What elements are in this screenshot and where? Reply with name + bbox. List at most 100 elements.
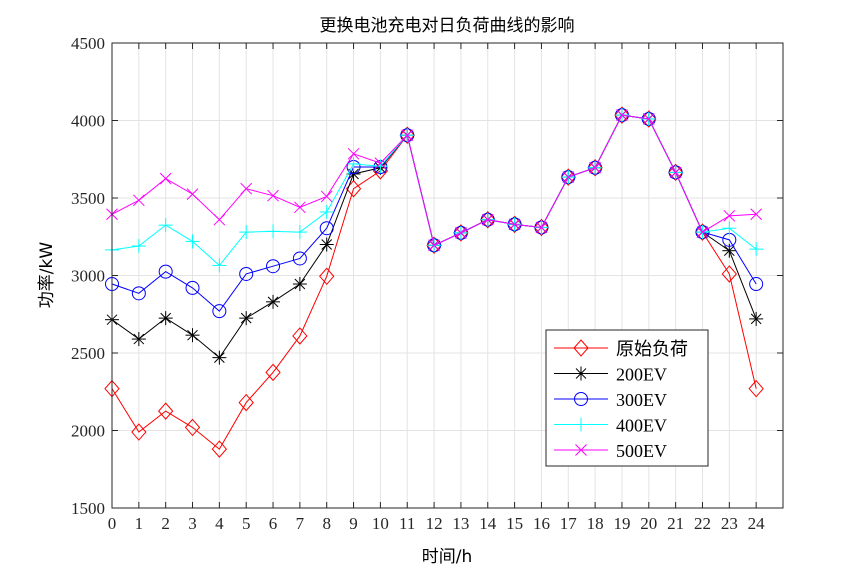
y-tick-label: 2000 [71, 422, 105, 441]
data-point [319, 221, 334, 236]
y-tick-label: 4000 [71, 112, 105, 131]
data-point [455, 227, 467, 239]
data-point [292, 327, 308, 345]
y-tick-label: 3500 [71, 189, 105, 208]
x-tick-label: 5 [242, 514, 251, 533]
data-point [292, 251, 307, 266]
data-point [239, 311, 254, 326]
x-tick-label: 1 [135, 514, 144, 533]
x-tick-label: 17 [560, 514, 578, 533]
legend-marker [574, 366, 588, 381]
legend-marker [573, 339, 589, 357]
data-point [722, 221, 737, 236]
x-tick-label: 9 [349, 514, 358, 533]
x-tick-label: 8 [322, 514, 331, 533]
data-point [669, 166, 682, 179]
data-point [589, 161, 601, 174]
y-tick-label: 4500 [71, 34, 105, 53]
legend-label: 300EV [616, 390, 667, 410]
data-point [158, 402, 174, 420]
x-tick-label: 15 [506, 514, 523, 533]
data-point [614, 106, 630, 124]
data-point [292, 225, 307, 240]
data-point [266, 259, 281, 274]
x-tick-label: 13 [452, 514, 469, 533]
x-tick-label: 19 [613, 514, 630, 533]
data-point [211, 440, 228, 458]
y-tick-label: 3000 [71, 267, 105, 286]
data-point [667, 163, 684, 182]
data-point [723, 209, 736, 222]
y-tick-label: 2500 [71, 344, 105, 363]
data-point [399, 126, 415, 144]
data-point [131, 239, 146, 254]
data-point [266, 294, 281, 309]
data-point [294, 201, 306, 214]
legend-label: 原始负荷 [616, 339, 688, 359]
legend-item: 原始负荷 [554, 339, 688, 359]
data-point [480, 210, 496, 229]
data-point [748, 379, 764, 398]
data-point [131, 423, 147, 441]
legend-label: 400EV [616, 416, 667, 436]
data-point [158, 264, 173, 279]
data-point [319, 204, 334, 219]
data-point [158, 218, 173, 233]
data-point [265, 363, 281, 382]
data-point [722, 243, 737, 258]
x-tick-label: 2 [161, 514, 170, 533]
legend-label: 500EV [616, 441, 667, 461]
legend-box [545, 329, 709, 467]
data-point [132, 194, 145, 207]
x-tick-label: 11 [399, 514, 415, 533]
x-tick-label: 23 [721, 514, 738, 533]
x-tick-label: 7 [296, 514, 305, 533]
data-point [186, 188, 199, 200]
data-point [533, 218, 550, 237]
data-point [696, 226, 709, 238]
data-point [721, 265, 737, 283]
data-point [535, 221, 548, 234]
data-point [131, 286, 146, 301]
y-tick-label: 1500 [71, 499, 105, 518]
data-point [212, 258, 227, 273]
x-tick-label: 21 [667, 514, 684, 533]
x-tick-label: 3 [188, 514, 197, 533]
legend-label: 200EV [616, 365, 667, 385]
data-point [750, 208, 763, 221]
data-point [320, 190, 333, 203]
x-tick-label: 6 [269, 514, 278, 533]
data-point [374, 157, 387, 169]
x-tick-label: 18 [587, 514, 604, 533]
data-point [184, 418, 201, 437]
data-point [641, 110, 657, 128]
x-tick-label: 4 [215, 514, 224, 533]
data-point [616, 109, 628, 121]
data-point [560, 168, 576, 186]
data-point [212, 304, 227, 319]
data-point [508, 218, 521, 231]
data-point [401, 129, 414, 142]
data-point [239, 225, 254, 240]
x-tick-label: 16 [533, 514, 550, 533]
data-point [346, 156, 361, 171]
data-point [587, 159, 603, 177]
plot-frame [111, 42, 784, 509]
legend-marker [575, 444, 587, 456]
x-tick-label: 10 [372, 514, 389, 533]
data-point [319, 267, 335, 286]
series-group [104, 106, 764, 458]
axes: 0 1 2 3 4 5 6 7 8 9 10 11 12 13 14 15 16 17 18 19 20 21 22 23 24… [71, 34, 784, 533]
legend-marker [574, 417, 588, 432]
data-point [749, 311, 764, 326]
legend: 原始负荷 200EV 300EV 400EV 500EV [545, 329, 709, 467]
x-tick-label: 14 [479, 514, 497, 533]
data-point [481, 213, 494, 226]
x-tick-label: 0 [108, 514, 117, 533]
data-point [292, 277, 307, 292]
x-tick-label: 22 [694, 514, 711, 533]
legend-item: 500EV [554, 441, 667, 461]
chart-title: 更换电池充电对日负荷曲线的影响 [320, 16, 575, 36]
data-point [749, 277, 764, 292]
